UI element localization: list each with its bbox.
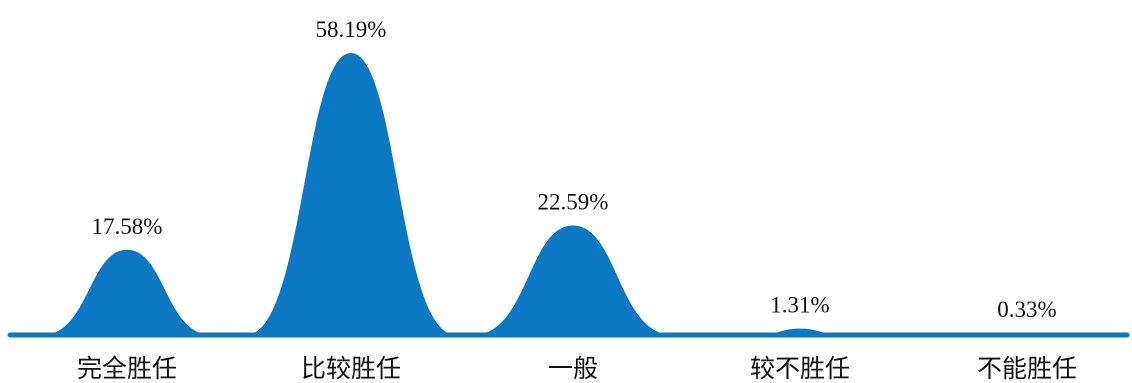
category-label-1: 完全胜任 xyxy=(77,354,177,383)
value-label-3: 22.59% xyxy=(538,190,609,215)
category-label-4: 较不胜任 xyxy=(750,354,850,383)
category-labels-layer: 完全胜任 比较胜任 一般 较不胜任 不能胜任 xyxy=(77,354,1077,383)
category-label-3: 一般 xyxy=(548,354,598,383)
value-label-2: 58.19% xyxy=(316,17,387,42)
value-label-5: 0.33% xyxy=(997,297,1056,322)
value-label-4: 1.31% xyxy=(770,293,829,318)
peaks-layer xyxy=(42,53,1072,335)
peak-3 xyxy=(473,225,673,335)
value-label-1: 17.58% xyxy=(92,214,163,239)
value-labels-layer: 17.58% 58.19% 22.59% 1.31% 0.33% xyxy=(92,17,1057,322)
peak-2 xyxy=(246,53,456,335)
peak-1 xyxy=(42,249,212,335)
category-label-5: 不能胜任 xyxy=(977,354,1077,383)
category-label-2: 比较胜任 xyxy=(301,354,401,383)
